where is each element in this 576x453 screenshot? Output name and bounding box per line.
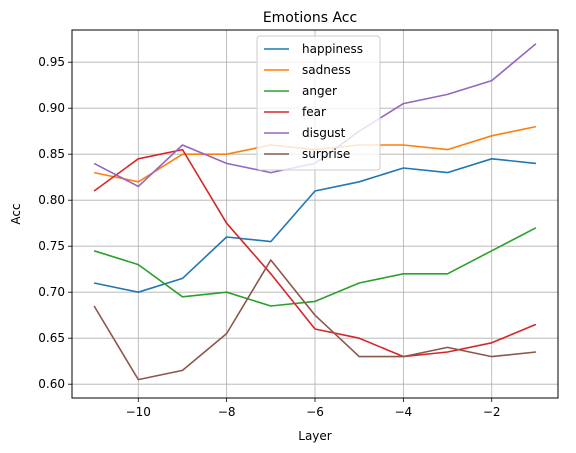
series-line-happiness [93,158,536,294]
y-tick-label: 0.95 [38,55,65,69]
y-tick-label: 0.75 [38,239,65,253]
y-tick-label: 0.70 [38,285,65,299]
series-line-fear [93,148,537,358]
x-tick-label: −8 [218,405,236,419]
legend-label-surprise: surprise [302,147,350,161]
legend-label-happiness: happiness [302,42,363,56]
y-tick-label: 0.80 [38,193,65,207]
y-tick-label: 0.90 [38,101,65,115]
legend-label-disgust: disgust [302,126,346,140]
y-axis-ticks: 0.60 0.65 0.70 0.75 0.80 0.85 0.90 0.95 [38,55,72,391]
x-axis-label: Layer [298,429,332,443]
y-tick-label: 0.60 [38,377,65,391]
legend: happiness sadness anger fear disgust surprise [256,35,381,171]
y-axis-label: Acc [9,203,23,224]
x-axis-ticks: −10 −8 −6 −4 −2 [126,398,501,419]
y-tick-label: 0.65 [38,331,65,345]
series-line-surprise [93,259,536,381]
legend-label-anger: anger [302,84,337,98]
x-tick-label: −2 [483,405,501,419]
series-line-anger [93,227,537,307]
x-tick-label: −4 [395,405,413,419]
y-tick-label: 0.85 [38,147,65,161]
legend-label-sadness: sadness [302,63,351,77]
x-tick-label: −6 [306,405,324,419]
chart-title: Emotions Acc [263,10,357,26]
x-tick-label: −10 [126,405,151,419]
legend-label-fear: fear [302,105,326,119]
